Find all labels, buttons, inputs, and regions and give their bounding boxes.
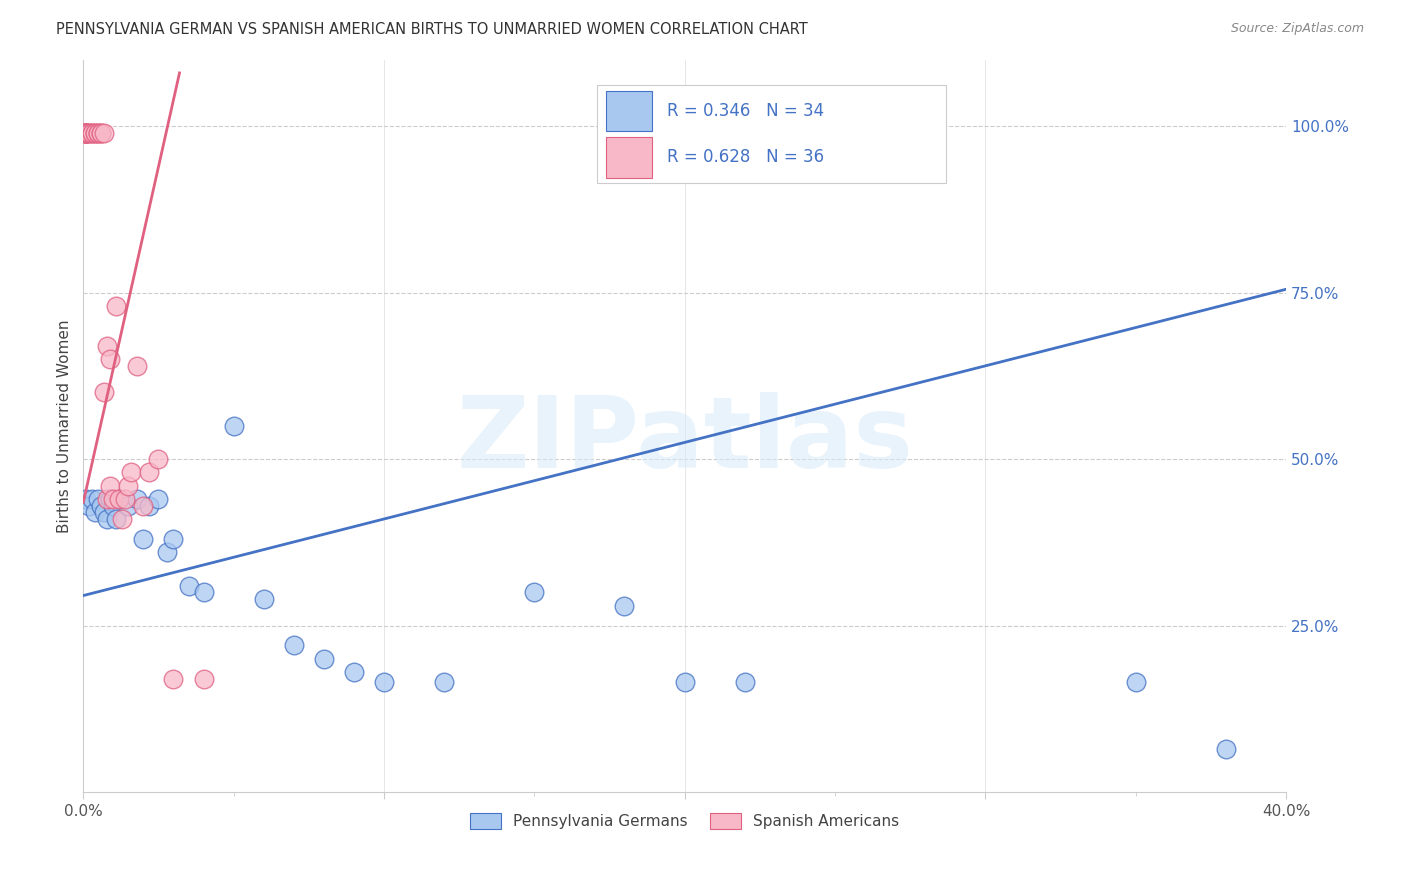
Point xyxy=(108,491,131,506)
Point xyxy=(84,126,107,140)
Bar xyxy=(606,137,652,178)
Point xyxy=(84,126,107,140)
Point xyxy=(73,126,96,140)
Point xyxy=(283,639,305,653)
Point xyxy=(148,452,170,467)
Point xyxy=(132,532,155,546)
Point xyxy=(82,126,104,140)
Point xyxy=(162,672,184,686)
Point xyxy=(75,126,97,140)
Point xyxy=(98,352,121,367)
Point xyxy=(1215,741,1237,756)
Point xyxy=(138,466,160,480)
Point xyxy=(162,532,184,546)
Point xyxy=(734,675,756,690)
Point xyxy=(90,126,112,140)
Point xyxy=(193,585,215,599)
Point xyxy=(90,126,112,140)
Y-axis label: Births to Unmarried Women: Births to Unmarried Women xyxy=(58,319,72,533)
Text: R = 0.346   N = 34: R = 0.346 N = 34 xyxy=(666,103,824,120)
Point xyxy=(79,126,101,140)
Point xyxy=(193,672,215,686)
Point xyxy=(117,479,139,493)
Point xyxy=(127,491,149,506)
Point xyxy=(138,499,160,513)
Point xyxy=(103,491,125,506)
Point xyxy=(108,491,131,506)
Point xyxy=(117,499,139,513)
Point xyxy=(111,512,134,526)
Point xyxy=(75,491,97,506)
Point xyxy=(96,512,118,526)
Point xyxy=(75,126,97,140)
Legend: Pennsylvania Germans, Spanish Americans: Pennsylvania Germans, Spanish Americans xyxy=(464,807,905,836)
Point xyxy=(98,479,121,493)
Point xyxy=(433,675,456,690)
Point xyxy=(82,491,104,506)
Point xyxy=(373,675,395,690)
Point xyxy=(93,126,115,140)
Point xyxy=(613,599,636,613)
Text: Source: ZipAtlas.com: Source: ZipAtlas.com xyxy=(1230,22,1364,36)
Bar xyxy=(606,91,652,131)
Text: R = 0.628   N = 36: R = 0.628 N = 36 xyxy=(666,148,824,167)
Point xyxy=(105,512,128,526)
Point xyxy=(87,126,110,140)
Point xyxy=(177,578,200,592)
Point xyxy=(222,418,245,433)
Point xyxy=(114,491,136,506)
Point xyxy=(103,499,125,513)
Point xyxy=(343,665,366,679)
Point xyxy=(79,126,101,140)
Point xyxy=(82,126,104,140)
Point xyxy=(523,585,546,599)
Text: PENNSYLVANIA GERMAN VS SPANISH AMERICAN BIRTHS TO UNMARRIED WOMEN CORRELATION CH: PENNSYLVANIA GERMAN VS SPANISH AMERICAN … xyxy=(56,22,808,37)
Point xyxy=(75,126,97,140)
Point xyxy=(75,126,97,140)
Text: ZIPatlas: ZIPatlas xyxy=(456,392,912,489)
Point xyxy=(127,359,149,373)
Point xyxy=(98,491,121,506)
Point xyxy=(87,126,110,140)
Point xyxy=(93,385,115,400)
Point xyxy=(84,505,107,519)
Point xyxy=(75,126,97,140)
Point xyxy=(253,591,276,606)
Point xyxy=(1125,675,1147,690)
Point xyxy=(156,545,179,559)
Point xyxy=(312,652,335,666)
Point xyxy=(105,299,128,313)
Point xyxy=(87,491,110,506)
Point xyxy=(96,339,118,353)
Point xyxy=(90,499,112,513)
Point xyxy=(93,505,115,519)
Point xyxy=(79,499,101,513)
Point xyxy=(96,491,118,506)
Point xyxy=(73,126,96,140)
Point xyxy=(148,491,170,506)
Point xyxy=(132,499,155,513)
Point xyxy=(120,466,142,480)
Point xyxy=(673,675,696,690)
FancyBboxPatch shape xyxy=(596,86,946,184)
